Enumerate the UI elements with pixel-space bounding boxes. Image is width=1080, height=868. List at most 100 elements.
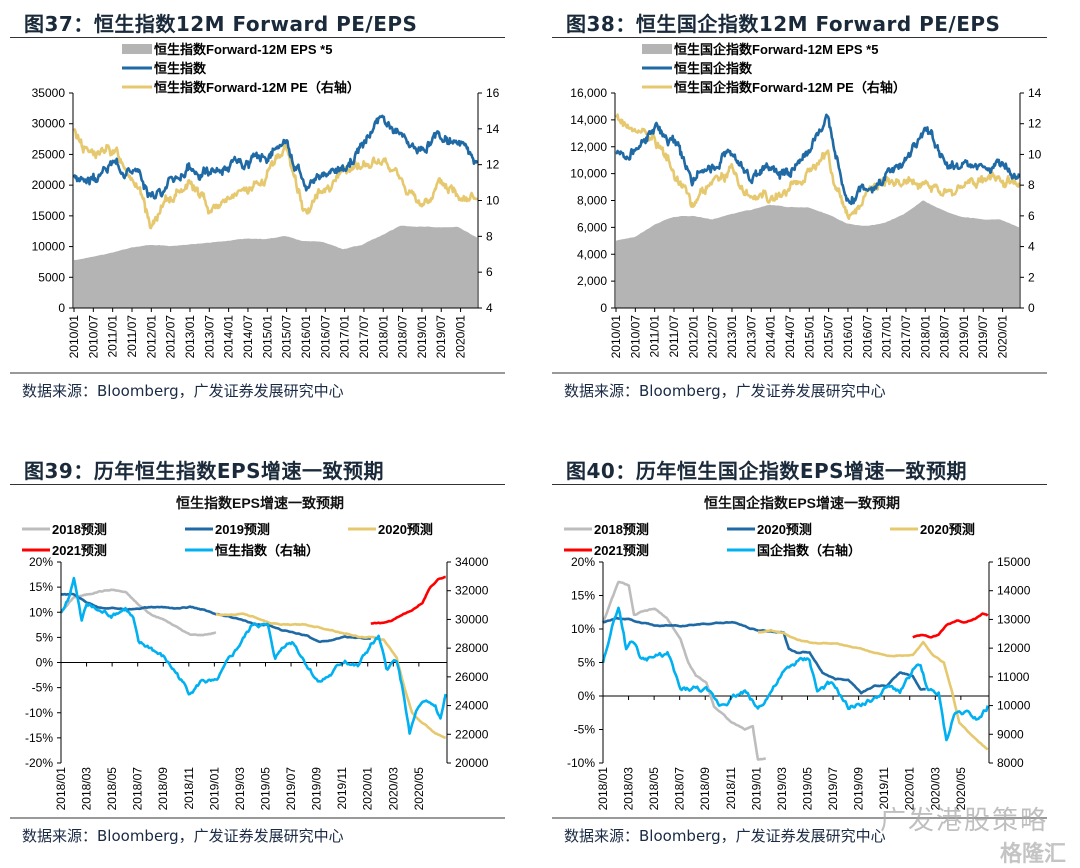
left-tick-label: 30000 <box>32 117 66 131</box>
x-tick-label: 2015/01 <box>802 315 816 359</box>
chart-subtitle: 恒生国企指数EPS增速一致预期 <box>704 495 900 511</box>
legend-label: 2018预测 <box>52 522 107 537</box>
x-tick-label: 2019/01 <box>207 767 221 811</box>
x-tick-label: 2018/09 <box>156 767 170 811</box>
x-tick-label: 2017/01 <box>338 315 352 359</box>
x-tick-label: 2010/01 <box>67 315 81 359</box>
left-tick-label: 5000 <box>38 270 65 284</box>
source-note: 数据来源：Bloomberg，广发证券发展研究中心 <box>22 382 344 400</box>
left-tick-label: 4,000 <box>577 247 607 261</box>
legend-swatch-eps <box>642 44 672 54</box>
series-line <box>60 588 217 637</box>
left-tick-label: 0 <box>600 301 607 315</box>
x-tick-label: 2010/07 <box>86 315 100 359</box>
legend-label: 2020预测 <box>757 522 812 537</box>
series-area-eps <box>74 225 477 308</box>
right-tick-label: 26000 <box>455 670 489 684</box>
chart-hsi-eps-growth-consensus: 恒生指数EPS增速一致预期 2018预测 2019预测 2020预测 2021预测 恒生指… <box>22 495 489 811</box>
figure-title: 图38：恒生国企指数12M Forward PE/EPS <box>566 12 1001 36</box>
right-tick-label: 28000 <box>455 641 489 655</box>
x-tick-label: 2011/01 <box>106 315 120 358</box>
right-tick-label: 20000 <box>455 756 489 770</box>
x-tick-label: 2011/07 <box>667 315 681 358</box>
x-tick-label: 2019/03 <box>775 767 789 811</box>
x-tick-label: 2018/05 <box>647 767 661 811</box>
x-tick-label: 2011/01 <box>648 315 662 358</box>
x-tick-label: 2018/05 <box>105 767 119 811</box>
right-tick-label: 4 <box>486 301 493 315</box>
left-tick-label: 20% <box>571 555 595 569</box>
x-tick-label: 2020/01 <box>903 767 917 811</box>
x-tick-label: 2010/01 <box>609 315 623 359</box>
left-tick-label: 15% <box>29 580 53 594</box>
x-tick-label: 2019/09 <box>310 767 324 811</box>
left-tick-label: 14,000 <box>570 113 607 127</box>
right-tick-label: 14000 <box>997 584 1031 598</box>
legend-label: 国企指数（右轴） <box>757 543 861 558</box>
right-tick-label: 10 <box>1028 147 1042 161</box>
left-tick-label: 12,000 <box>570 140 607 154</box>
x-tick-label: 2018/07 <box>396 315 410 359</box>
x-tick-label: 2020/01 <box>454 315 468 359</box>
source-divider <box>10 817 505 819</box>
x-tick-label: 2019/11 <box>335 767 349 810</box>
right-tick-label: 14 <box>486 122 500 136</box>
x-tick-label: 2015/01 <box>260 315 274 359</box>
x-tick-label: 2018/01 <box>54 767 68 811</box>
figure-title: 图40：历年恒生国企指数EPS增速一致预期 <box>566 459 968 483</box>
x-tick-label: 2012/01 <box>144 315 158 359</box>
legend-label: 2021预测 <box>52 543 107 558</box>
legend-label: 恒生指数 <box>154 61 207 76</box>
x-tick-label: 2016/07 <box>860 315 874 359</box>
right-tick-label: 6 <box>486 265 493 279</box>
right-tick-label: 10000 <box>997 699 1031 713</box>
left-tick-label: -5% <box>574 723 596 737</box>
left-tick-label: 2,000 <box>577 274 607 288</box>
x-tick-label: 2018/07 <box>131 767 145 811</box>
left-tick-label: -10% <box>567 756 595 770</box>
series-line-pe <box>614 113 1021 220</box>
left-tick-label: 15000 <box>32 209 66 223</box>
x-tick-label: 2015/07 <box>280 315 294 359</box>
title-divider <box>552 37 1047 38</box>
x-tick-label: 2019/05 <box>800 767 814 811</box>
x-tick-label: 2019/07 <box>976 315 990 359</box>
x-tick-label: 2018/09 <box>698 767 712 811</box>
right-tick-label: 30000 <box>455 612 489 626</box>
title-divider <box>552 484 1047 485</box>
right-tick-label: 22000 <box>455 727 489 741</box>
x-tick-label: 2019/11 <box>877 767 891 810</box>
x-tick-label: 2016/07 <box>318 315 332 359</box>
right-tick-label: 12 <box>486 158 500 172</box>
left-tick-label: 16,000 <box>570 86 607 100</box>
x-tick-label: 2013/07 <box>744 315 758 359</box>
right-tick-label: 6 <box>1028 209 1035 223</box>
left-tick-label: -5% <box>32 681 54 695</box>
x-tick-label: 2019/01 <box>749 767 763 811</box>
right-tick-label: 2 <box>1028 270 1035 284</box>
x-tick-label: 2019/05 <box>258 767 272 811</box>
x-tick-label: 2017/07 <box>899 315 913 359</box>
legend-label: 恒生国企指数Forward-12M PE（右轴） <box>674 80 906 95</box>
left-tick-label: 10% <box>571 622 595 636</box>
x-tick-label: 2020/01 <box>996 315 1010 359</box>
x-tick-label: 2016/01 <box>299 315 313 359</box>
x-tick-label: 2012/07 <box>706 315 720 359</box>
x-tick-label: 2020/03 <box>928 767 942 811</box>
x-tick-label: 2013/01 <box>725 315 739 359</box>
series-area-eps <box>616 200 1019 308</box>
figure-40: 图40：历年恒生国企指数EPS增速一致预期 恒生国企指数EPS增速一致预期 201… <box>542 447 1062 865</box>
series-line <box>370 575 446 625</box>
x-tick-label: 2011/07 <box>125 315 139 358</box>
series-line <box>215 612 447 740</box>
left-tick-label: 8,000 <box>577 194 607 208</box>
left-tick-label: 35000 <box>32 86 66 100</box>
legend-label: 恒生指数（右轴） <box>215 543 319 558</box>
left-tick-label: 6,000 <box>577 220 607 234</box>
left-tick-label: 5% <box>578 656 596 670</box>
series-line-index <box>72 114 479 200</box>
source-divider <box>10 372 505 374</box>
series-line <box>601 580 767 761</box>
right-tick-label: 15000 <box>997 555 1031 569</box>
right-tick-label: 13000 <box>997 612 1031 626</box>
